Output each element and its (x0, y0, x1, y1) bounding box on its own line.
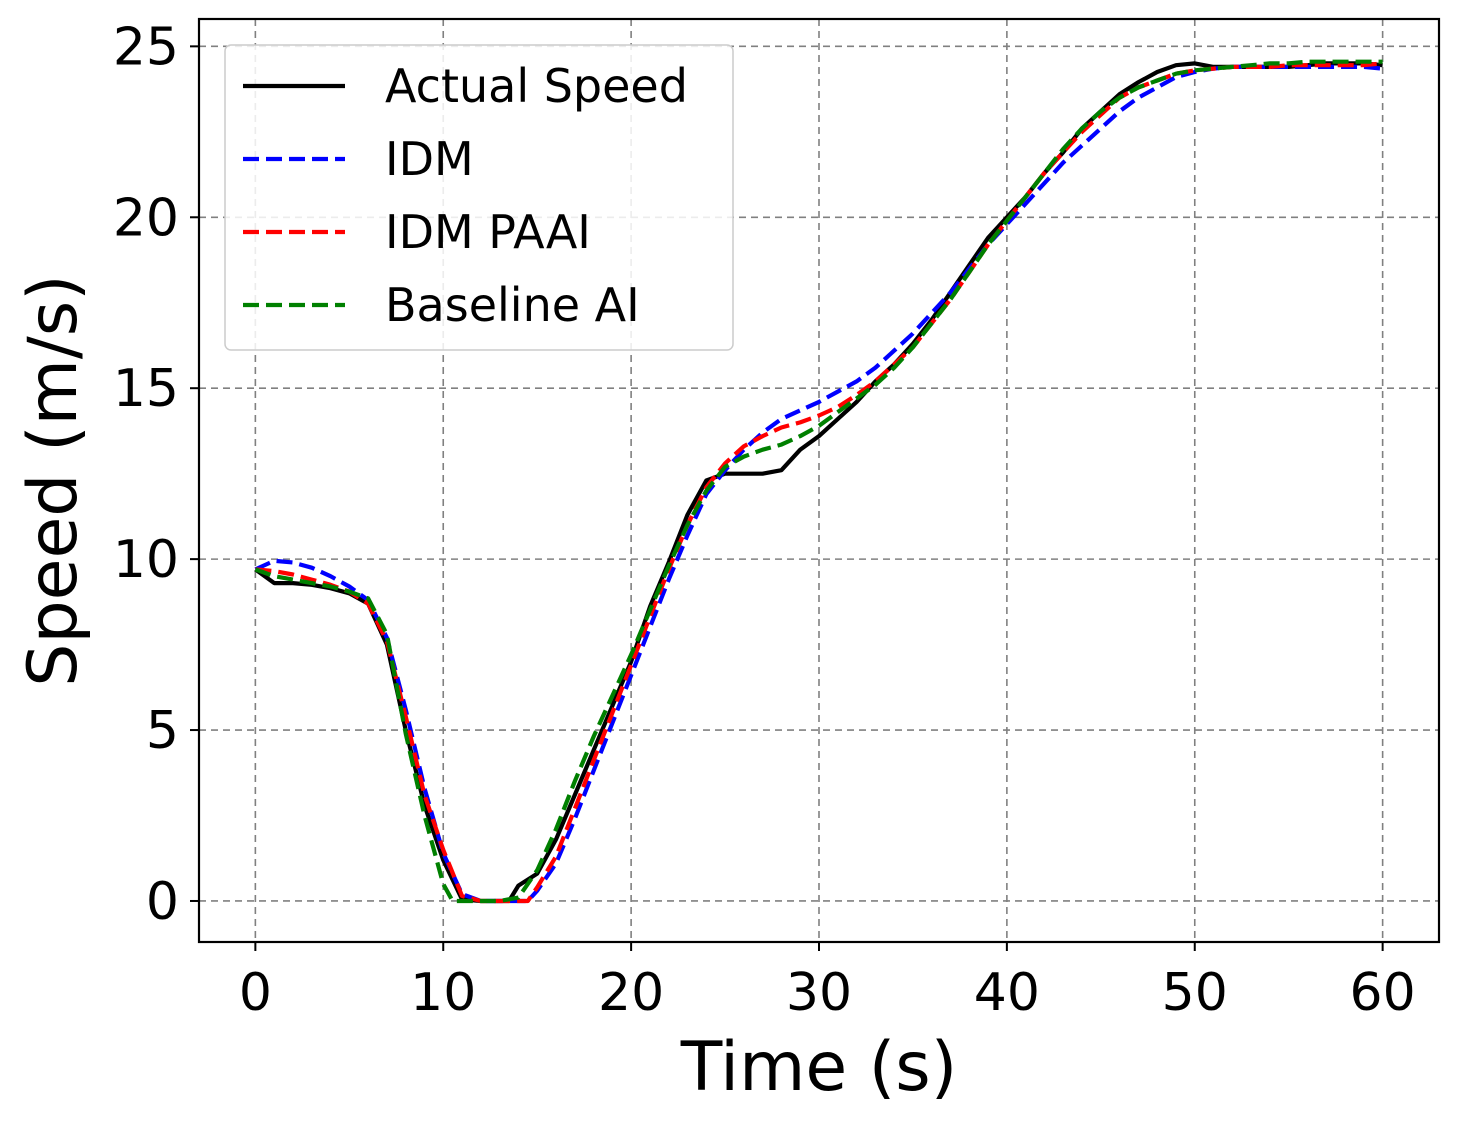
x-tick-label: 30 (786, 963, 852, 1023)
x-tick-label: 40 (974, 963, 1040, 1023)
x-tick-label: 20 (598, 963, 664, 1023)
y-tick-label: 5 (146, 701, 179, 761)
y-tick-label: 0 (146, 872, 179, 932)
x-tick-label: 0 (239, 963, 272, 1023)
series-line-baseline-ai (254, 59, 1383, 904)
x-tick-label: 10 (410, 963, 476, 1023)
legend-label: IDM (385, 132, 474, 186)
x-tick-label: 50 (1162, 963, 1228, 1023)
y-tick-label: 20 (113, 188, 179, 248)
y-tick-label: 10 (113, 530, 179, 590)
y-tick-label: 15 (113, 359, 179, 419)
series-line-actual-speed (254, 61, 1383, 904)
legend-box (224, 44, 734, 351)
legend: Actual Speed IDM IDM PAAI Baseline AI (224, 44, 734, 351)
series-lines (254, 59, 1383, 904)
x-axis-label: Time (s) (680, 1028, 958, 1107)
axis-ticks: 0 10 20 30 40 50 60 0 5 10 15 20 25 (113, 17, 1416, 1023)
series-line-idm-paai (255, 61, 1383, 904)
y-axis-label: Speed (m/s) (14, 274, 93, 686)
x-tick-label: 60 (1350, 963, 1416, 1023)
legend-label: Baseline AI (385, 278, 640, 332)
legend-label: IDM PAAI (385, 205, 591, 259)
y-tick-label: 25 (113, 17, 179, 77)
legend-label: Actual Speed (385, 59, 688, 113)
